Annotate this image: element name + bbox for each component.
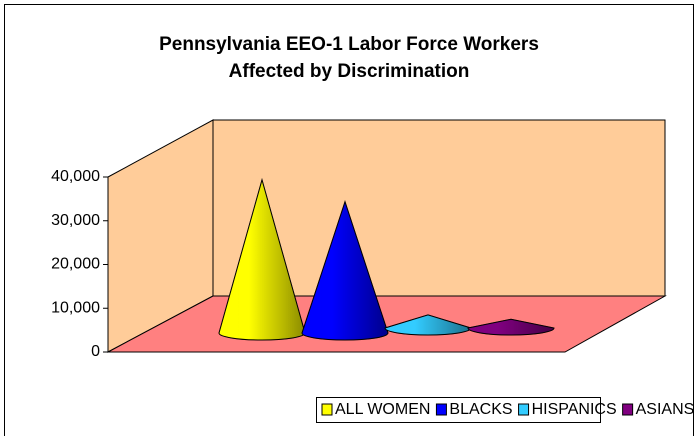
legend-swatch <box>435 403 447 416</box>
chart-title: Affected by Discrimination <box>229 61 470 82</box>
legend-label: ALL WOMEN <box>335 401 430 418</box>
chart-title: Pennsylvania EEO-1 Labor Force Workers <box>159 34 539 55</box>
y-tick-label: 20,000 <box>51 256 100 273</box>
cone-shade <box>467 318 555 336</box>
legend-label: ASIANS <box>636 401 695 418</box>
legend-label: BLACKS <box>449 401 512 418</box>
y-tick-label: 40,000 <box>51 168 100 185</box>
legend-swatch <box>622 403 634 416</box>
legend-swatch <box>518 403 530 416</box>
y-tick-label: 30,000 <box>51 212 100 229</box>
y-tick-label: 0 <box>91 343 100 360</box>
legend-swatch <box>321 403 333 416</box>
cone-shade <box>301 200 389 341</box>
y-tick-label: 10,000 <box>51 299 100 316</box>
legend-label: HISPANICS <box>532 401 617 418</box>
legend-box <box>316 397 601 423</box>
